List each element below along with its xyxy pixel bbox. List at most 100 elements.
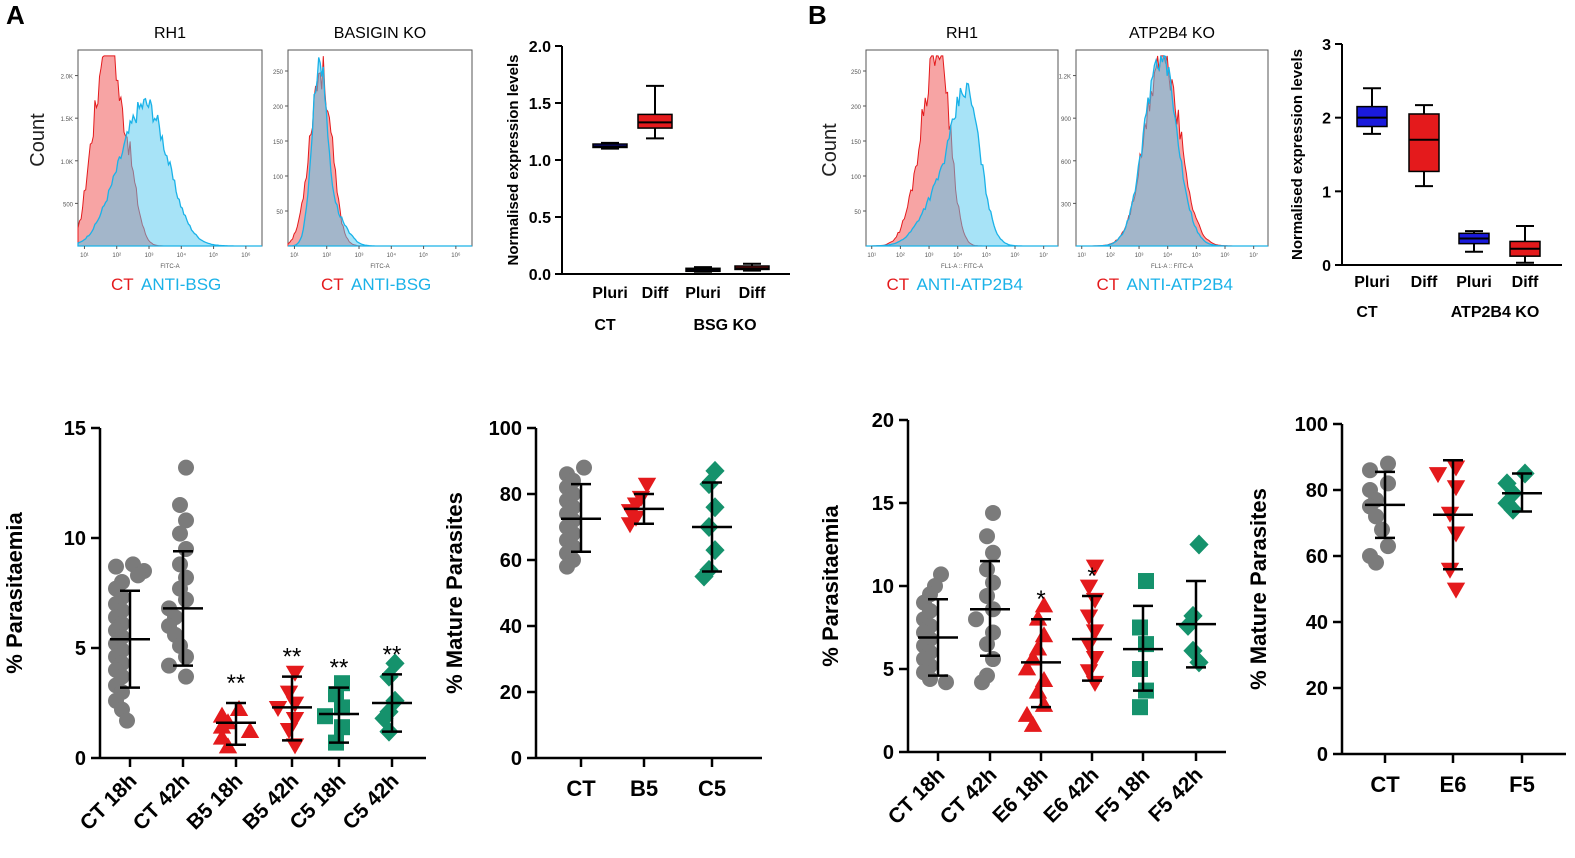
B-mature-point — [1503, 499, 1523, 520]
B-para-significance: * — [1087, 563, 1096, 590]
B-flow-rh1-y-tick-label: 150 — [851, 140, 862, 146]
A-mature-y-tick-label: 100 — [489, 418, 522, 440]
B-mature-point — [1380, 475, 1396, 492]
B-flow-ko-y-tick-label: 300 — [1061, 202, 1072, 208]
B-para-point — [1183, 640, 1203, 661]
A-expr-x-tick-label: Diff — [642, 285, 669, 302]
B-para-point — [974, 674, 990, 691]
A-expr-group-label: BSG KO — [693, 317, 756, 334]
B-expr-y-tick-label: 1 — [1322, 184, 1331, 201]
A-flow-rh1-x-tick-label: 10⁶ — [241, 252, 251, 259]
A-para-point — [317, 708, 333, 725]
B-expr-y-tick-label: 3 — [1322, 37, 1331, 54]
B-flow-rh1-x-tick-label: 10⁵ — [982, 252, 992, 259]
A-mature-point — [620, 517, 640, 534]
A-para-significance: ** — [383, 641, 402, 668]
A-flow-ko-y-tick-label: 50 — [276, 210, 283, 216]
B-flow-ko-title: ATP2B4 KO — [1129, 25, 1215, 42]
A-flow-ko-x-tick-label: 10⁶ — [451, 252, 461, 259]
A-para-point — [285, 712, 305, 728]
B-para-point — [1189, 652, 1209, 673]
A-mature-y-tick-label: 20 — [500, 682, 522, 704]
B-para-point — [1085, 650, 1105, 667]
A-mature-point — [699, 474, 719, 495]
A-expr-y-tick-label: 0.0 — [529, 267, 551, 284]
A-para-y-label: % Parasitaemia — [2, 512, 27, 674]
B-expr-y-tick-label: 0 — [1322, 258, 1331, 275]
B-flow-rh1-x-tick-label: 10⁷ — [1039, 252, 1048, 259]
B-mature-point — [1446, 526, 1466, 543]
B-flow-rh1-y-tick-label: 200 — [851, 105, 862, 111]
B-para-point — [1085, 559, 1105, 576]
B-flow-ko-x-axis-label: FL1-A :: FITC-A — [1151, 264, 1193, 270]
B-para-y-tick-label: 0 — [883, 742, 894, 764]
A-para-point — [379, 666, 399, 687]
B-para-point — [1085, 624, 1105, 641]
B-expr-group-label: ATP2B4 KO — [1451, 304, 1540, 321]
B-flow-rh1-x-tick-label: 10² — [896, 253, 905, 259]
B-mature-point — [1446, 480, 1466, 497]
B-flow-ko-anti-histogram — [1076, 55, 1268, 247]
A-para-point — [285, 665, 305, 682]
A-flow-y-label: Count — [27, 113, 49, 167]
A-para-y-tick-label: 5 — [75, 638, 86, 660]
B-mature-point — [1368, 554, 1384, 571]
B-para-point — [1079, 637, 1099, 654]
B-expr-box — [1356, 105, 1388, 128]
A-mature-point — [637, 477, 657, 494]
A-para-point — [119, 712, 135, 729]
A-para-y-tick-label: 0 — [75, 748, 86, 770]
B-para-point — [985, 544, 1001, 561]
A-expr-x-tick-label: Pluri — [685, 285, 721, 302]
B-flow-rh1-legend-anti: ANTI-ATP2B4 — [917, 275, 1023, 294]
A-para-significance: ** — [283, 644, 302, 671]
B-flow-ko-x-tick-label: 10⁷ — [1249, 252, 1258, 259]
B-mature-point — [1362, 462, 1378, 479]
B-flow-rh1-legend-ct: CT — [887, 275, 910, 294]
A-para-point — [212, 717, 232, 734]
A-mature-x-tick-label: CT — [566, 776, 596, 801]
A-flow-ko-y-tick-label: 150 — [273, 140, 284, 146]
A-para-point — [178, 541, 194, 557]
B-flow-rh1-x-tick-label: 10⁶ — [1010, 252, 1020, 259]
A-expr-y-tick-label: 1.0 — [529, 153, 551, 170]
B-mature-y-tick-label: 60 — [1306, 546, 1328, 568]
A-para-point — [178, 648, 194, 665]
A-expr-y-tick-label: 0.5 — [529, 210, 551, 227]
A-para-point — [178, 459, 194, 476]
A-flow-ko-y-tick-label: 250 — [273, 70, 284, 76]
A-para-point — [285, 696, 305, 713]
B-para-x-tick-label: E6 42h — [1039, 763, 1103, 827]
A-flow-rh1-y-tick-label: 500 — [63, 202, 74, 208]
A-flow-rh1-x-tick-label: 10² — [112, 253, 121, 259]
B-para-x-tick-label: E6 18h — [988, 763, 1052, 827]
A-mature-y-tick-label: 40 — [500, 616, 522, 638]
B-para-point — [1189, 534, 1209, 555]
A-para-point — [279, 685, 299, 702]
panel-label-b: B — [808, 0, 827, 30]
B-para-point — [1034, 671, 1054, 688]
A-flow-rh1-x-tick-label: 10¹ — [80, 253, 89, 259]
B-para-x-tick-label: CT 42h — [936, 763, 1002, 829]
A-para-significance: ** — [330, 655, 349, 682]
B-para-point — [922, 670, 938, 687]
A-expr-y-tick-label: 1.5 — [529, 96, 551, 113]
B-para-point — [979, 528, 995, 545]
B-para-y-tick-label: 5 — [883, 659, 894, 681]
B-flow-ko-x-tick-label: 10¹ — [1077, 253, 1086, 259]
B-mature-point — [1374, 521, 1390, 538]
B-para-point — [938, 674, 954, 691]
B-para-y-tick-label: 10 — [872, 576, 894, 598]
B-para-point — [1028, 609, 1048, 626]
A-expr-x-tick-label: Diff — [739, 285, 766, 302]
A-flow-ko-title: BASIGIN KO — [334, 25, 426, 42]
B-para-point — [1023, 715, 1043, 732]
B-mature-point — [1368, 508, 1384, 525]
A-expr-box — [637, 113, 673, 129]
A-mature-x-tick-label: C5 — [698, 776, 726, 801]
A-flow-rh1-legend-ct: CT — [111, 275, 134, 294]
B-mature-y-label: % Mature Parasites — [1246, 488, 1271, 690]
A-mature-point — [576, 459, 592, 476]
B-para-y-tick-label: 20 — [872, 410, 894, 432]
